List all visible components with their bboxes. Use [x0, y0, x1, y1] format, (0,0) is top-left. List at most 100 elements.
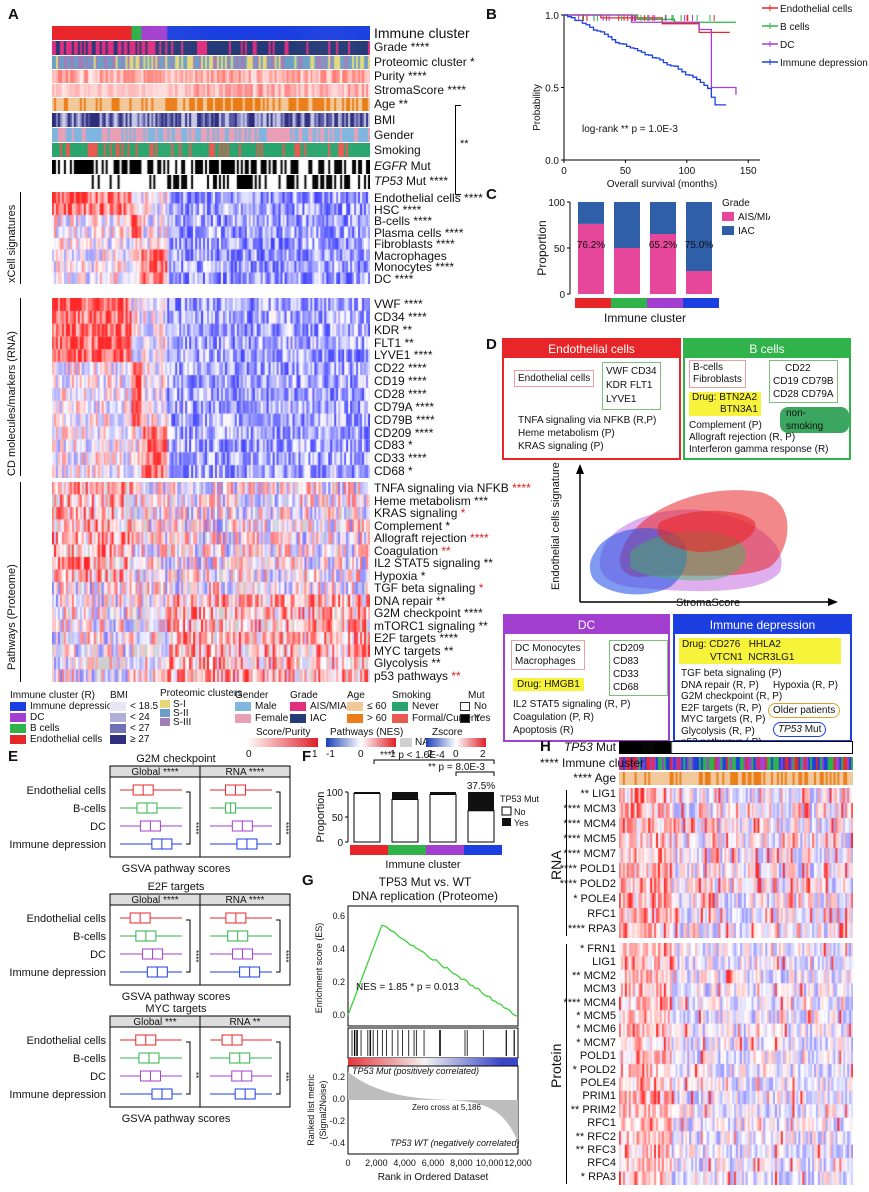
xcell-row-label: B-cells ****	[374, 214, 433, 228]
zero-cross-label: Zero cross at 5,186	[412, 1103, 481, 1112]
rna-row-label: **** MCM5	[563, 833, 616, 845]
panel-c-label: C	[486, 186, 497, 203]
sig-stars: ****	[191, 822, 200, 834]
covariate-label: Gender	[374, 128, 415, 142]
bar-ais-mia	[650, 234, 676, 294]
legend-swatch	[722, 226, 734, 235]
positive-label: TP53 Mut (positively correlated)	[352, 1066, 479, 1076]
protein-row-label: LIG1	[592, 956, 616, 969]
y-axis-label: Proportion	[535, 220, 549, 275]
endothelial-pathway: Heme metabolism (P)	[518, 428, 615, 439]
legend-swatch	[290, 702, 306, 711]
bar-percent-label: 37.5%	[467, 781, 495, 792]
bcells-drug: Drug: BTN2A2 BTN3A1	[689, 392, 761, 416]
es-tick: 0.4	[332, 944, 345, 954]
rna-bracket	[566, 790, 567, 936]
pathway-row-label: Glycolysis **	[374, 656, 441, 670]
dc-cells-tag: DC Monocytes Macrophages	[511, 640, 585, 670]
y-tick-label: 0	[559, 290, 565, 301]
pathway-row-label: DNA repair **	[374, 593, 446, 608]
covariate-label: Smoking	[374, 143, 421, 157]
panel-e-label: E	[8, 748, 19, 765]
protein-row-label: * MCM7	[576, 1036, 616, 1049]
sig-bracket	[276, 791, 281, 845]
x-tick-label: 12,000	[504, 1158, 532, 1168]
legend-item: Male	[255, 701, 277, 712]
bcells-cell: B-cells	[693, 362, 724, 373]
rna-row-label: ** LIG1	[580, 788, 616, 800]
rna-heatmap	[619, 788, 853, 938]
legend-item: NA	[415, 737, 429, 748]
rna-row-label: **** MCM4	[563, 818, 616, 830]
dc-box: DC DC Monocytes Macrophages CD209 CD83 C…	[503, 614, 670, 742]
bcells-pathway: Complement (P)	[689, 420, 762, 431]
rna-row-label: **** POLD2	[559, 878, 616, 890]
h-covariate-label: **** Age	[573, 771, 616, 785]
endothelial-box: Endothelial cells Endothelial cells VWF …	[502, 338, 681, 460]
protein-row-label: PRIM1	[582, 1090, 616, 1103]
y-tick-label: 0.5	[545, 84, 559, 95]
legend-tick: 2	[480, 749, 486, 760]
na-swatch	[400, 738, 412, 747]
scatter-ylabel: Endothelial cells signature	[550, 462, 562, 590]
legend-tick: 1	[390, 749, 396, 760]
xcell-heatmap	[52, 192, 370, 284]
group-label: Immune depression	[9, 967, 106, 979]
covariate-label: Purity ****	[374, 69, 427, 83]
legend-title: Smoking	[392, 690, 431, 701]
legend-swatch	[10, 724, 26, 733]
protein-row-label: * FRN1	[579, 943, 616, 955]
bcells-cell: Fibroblasts	[693, 374, 742, 385]
bar-no	[467, 810, 495, 843]
legend-item: No	[474, 701, 487, 712]
pathway-row-label: Coagulation **	[374, 543, 451, 558]
group-label: B-cells	[73, 1053, 107, 1065]
legend-item: Formal/Current	[412, 713, 480, 724]
legend-swatch	[460, 702, 470, 711]
bcells-marker-line: CD22	[785, 363, 811, 374]
x-axis-label: GSVA pathway scores	[122, 991, 231, 1003]
rna-row-label: **** MCM7	[563, 848, 616, 860]
bar-iac	[614, 202, 640, 248]
purity-bar	[52, 70, 370, 83]
metric-ylabel: Ranked list metric	[306, 1074, 316, 1146]
bar-no	[353, 793, 381, 843]
age-bar-h	[619, 772, 853, 785]
boxplot-title: E2F targets	[148, 881, 205, 893]
metric-ylabel: (Signal2Noise)	[318, 1080, 328, 1139]
boxplot-0: G2M checkpoint Global **** **** RNA **** ***…	[9, 753, 291, 875]
boxplot-1: E2F targets Global **** **** RNA **** **** En…	[9, 881, 291, 1003]
protein-row-label: * RPA3	[580, 1170, 616, 1183]
bcells-drug-line: Drug: BTN2A2	[692, 392, 758, 403]
y-axis-label: Probability	[532, 84, 543, 131]
cluster-color-key	[647, 298, 683, 308]
immune-cluster-bar	[52, 26, 370, 40]
imdep-drug: VTCN1	[710, 652, 743, 663]
bar-ais-mia	[578, 223, 604, 294]
cd-title: CD molecules/markers (RNA)	[6, 331, 18, 476]
imdep-pathway: MYC targets (R, P)	[681, 714, 766, 725]
cluster-color-key	[611, 298, 647, 308]
stroma-endothelial-scatter	[576, 464, 838, 606]
pathway-row-label: Allograft rejection ****	[374, 531, 489, 545]
legend-title: Gender	[235, 690, 269, 701]
protein-title: Protein	[548, 1043, 564, 1088]
legend-swatch	[10, 702, 26, 711]
legend-item: < 27	[130, 723, 150, 734]
legend-item: > 60	[367, 713, 387, 724]
group-label: B-cells	[73, 803, 107, 815]
legend-swatch	[347, 702, 363, 711]
endothelial-box-title: Endothelial cells	[504, 340, 679, 358]
group-label: B-cells	[73, 931, 107, 943]
imdep-drug: HHLA2	[748, 639, 781, 650]
bcells-box-title: B cells	[685, 340, 849, 358]
endothelial-marker-line: KDR FLT1	[606, 380, 653, 391]
legend-swatch	[110, 713, 126, 722]
rna-row-label: **** RPA3	[567, 923, 616, 935]
covariate-label: Grade ****	[374, 40, 430, 54]
panel-a-label: A	[8, 6, 19, 23]
x-tick-label: 6,000	[422, 1158, 445, 1168]
legend-swatch	[502, 818, 511, 826]
negative-label: TP53 WT (negatively correlated)	[390, 1138, 520, 1148]
imdep-hypoxia: Hypoxia (R, P)	[773, 680, 839, 691]
